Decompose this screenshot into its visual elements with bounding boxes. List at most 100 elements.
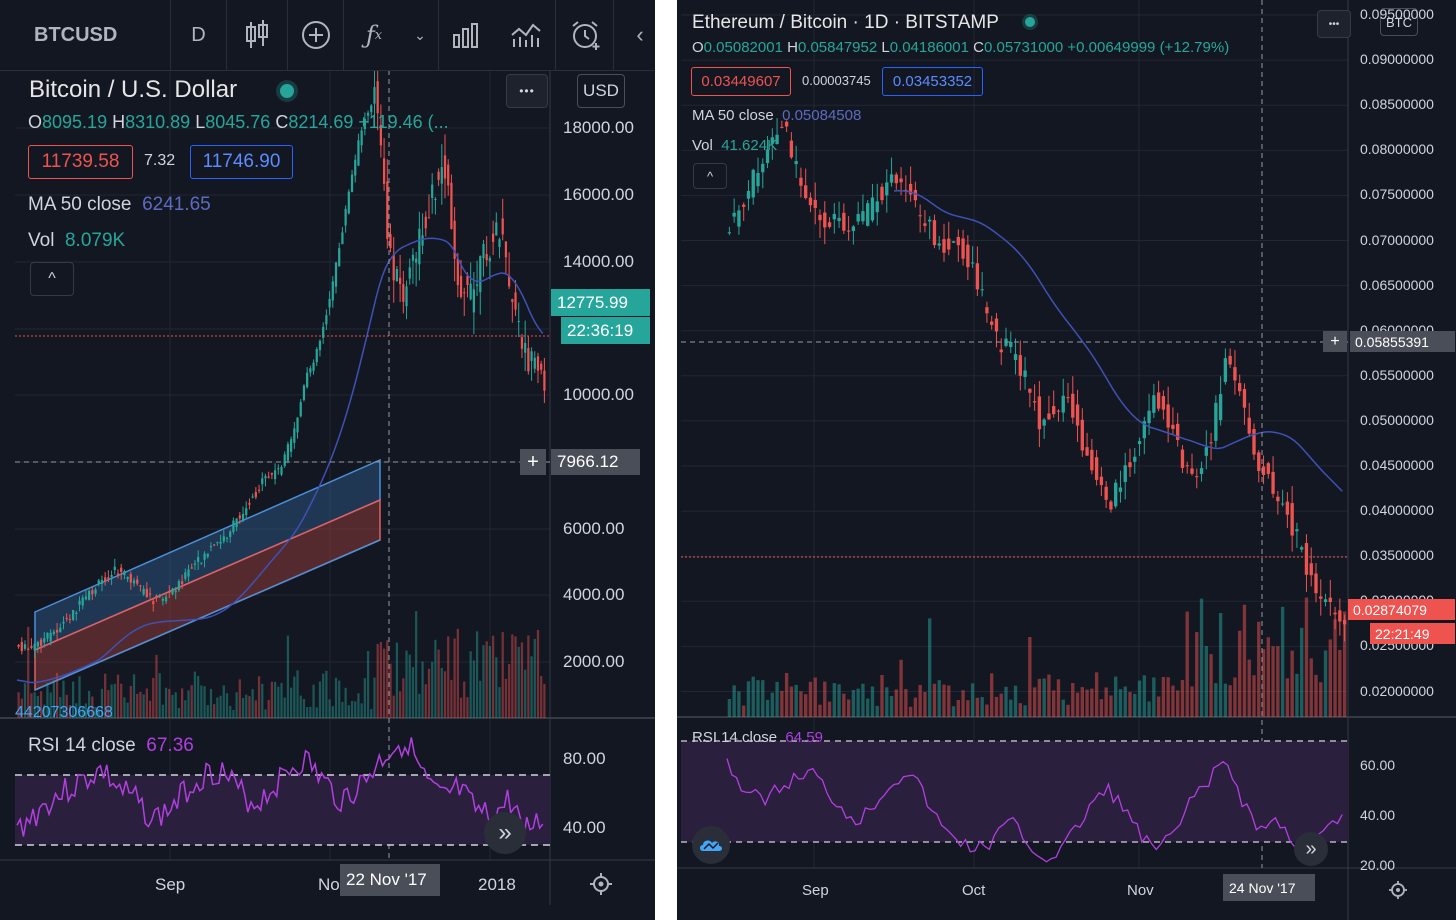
volume-bar xyxy=(1052,690,1056,717)
candle-body xyxy=(376,81,379,114)
volume-bar xyxy=(1080,687,1084,717)
more-options-button[interactable]: ••• xyxy=(506,74,548,108)
candle-body xyxy=(923,223,927,226)
alert-icon[interactable] xyxy=(558,0,613,70)
rsi-axis-label: 60.00 xyxy=(1360,757,1396,773)
volume-bar xyxy=(289,687,293,718)
volume-bar xyxy=(1075,692,1080,717)
crosshair-price-tag: 0.05855391 xyxy=(1350,331,1455,352)
candles-icon[interactable] xyxy=(227,0,287,70)
candle-body xyxy=(970,262,975,264)
candle-body xyxy=(1238,383,1242,392)
symbol-search-button[interactable]: BTCUSD xyxy=(20,0,184,70)
ma-legend: MA 50 close 6241.65 xyxy=(28,194,211,216)
cloud-logo-icon[interactable] xyxy=(692,826,730,864)
volume-bar xyxy=(1228,685,1232,717)
volume-bar xyxy=(350,700,354,718)
line-style-icon[interactable] xyxy=(500,0,552,70)
volume-bar xyxy=(312,684,315,718)
volume-bar xyxy=(94,706,97,718)
volume-bar xyxy=(846,699,851,717)
candle-body xyxy=(289,439,293,452)
currency-button[interactable]: BTC xyxy=(1380,8,1418,36)
ma-value: 6241.65 xyxy=(142,194,211,215)
candle-body xyxy=(1085,447,1089,456)
volume-bar xyxy=(49,692,52,718)
bid-button[interactable]: 0.03449607 xyxy=(691,67,791,96)
ask-button[interactable]: 0.03453352 xyxy=(882,67,983,96)
volume-bar xyxy=(443,671,447,718)
price-axis-label: 0.02000000 xyxy=(1360,682,1434,699)
scroll-to-realtime-button[interactable]: » xyxy=(1294,832,1328,866)
btcusd-chart-canvas[interactable] xyxy=(0,0,655,920)
collapse-legend-button[interactable]: ^ xyxy=(693,163,727,189)
candle-body xyxy=(527,348,530,372)
candle-body xyxy=(1094,457,1099,480)
candle-body xyxy=(52,631,55,635)
gear-icon[interactable] xyxy=(589,872,613,896)
volume-bar xyxy=(354,701,357,718)
volume-bar xyxy=(386,640,389,718)
interval-button[interactable]: D xyxy=(171,0,226,70)
volume-bar xyxy=(344,687,347,718)
change-value: +0.00649999 (+12.79%) xyxy=(1067,39,1230,56)
candle-body xyxy=(823,212,827,228)
volume-bar xyxy=(459,697,463,718)
candle-body xyxy=(737,210,741,227)
volume-bar xyxy=(894,689,898,717)
currency-button[interactable]: USD xyxy=(577,74,625,108)
add-alert-plus-button[interactable]: + xyxy=(520,449,546,475)
price-axis-label: 16000.00 xyxy=(563,185,634,204)
volume-bar xyxy=(30,693,33,718)
candle-body xyxy=(1333,612,1337,615)
candle-body xyxy=(366,112,370,116)
candle-body xyxy=(1257,452,1261,471)
candle-body xyxy=(459,275,463,297)
volume-bar xyxy=(756,680,760,717)
collapse-icon[interactable]: ‹ xyxy=(636,22,644,47)
bid-button[interactable]: 11739.58 xyxy=(28,145,133,179)
vol-legend: Vol 41.624K xyxy=(692,137,777,154)
spread-value: 0.00003745 xyxy=(802,73,871,88)
time-axis-label: Sep xyxy=(802,882,829,899)
candle-body xyxy=(267,476,270,478)
volume-bar xyxy=(209,688,213,718)
candle-body xyxy=(1023,370,1027,377)
dropdown-icon[interactable]: ⌄ xyxy=(414,26,426,43)
volume-bar xyxy=(184,700,187,718)
volume-bar xyxy=(216,697,219,718)
candle-body xyxy=(1133,456,1137,462)
volume-bar xyxy=(866,698,870,717)
volume-bar xyxy=(180,688,184,718)
candle-body xyxy=(322,326,325,338)
volume-bar xyxy=(309,706,312,718)
gear-icon[interactable] xyxy=(1388,880,1408,900)
add-alert-plus-button[interactable]: + xyxy=(1323,331,1347,352)
candle-body xyxy=(392,254,395,281)
bar-style-icon[interactable] xyxy=(440,0,492,70)
candle-body xyxy=(402,283,405,302)
candle-body xyxy=(1056,410,1061,412)
candle-body xyxy=(200,562,203,564)
ask-button[interactable]: 11746.90 xyxy=(190,145,293,179)
candle-body xyxy=(889,174,894,183)
volume-bar xyxy=(1056,679,1061,717)
candle-body xyxy=(97,580,100,584)
open-value: 8095.19 xyxy=(42,112,108,132)
candle-body xyxy=(1028,388,1032,393)
ethbtc-chart-canvas[interactable] xyxy=(677,0,1456,920)
scroll-to-realtime-button[interactable]: » xyxy=(484,812,526,854)
add-compare-icon[interactable] xyxy=(288,0,343,70)
volume-bar xyxy=(832,683,836,717)
candle-body xyxy=(1071,393,1075,418)
candle-body xyxy=(264,476,267,479)
volume-bar xyxy=(908,706,913,717)
volume-bar xyxy=(104,673,107,718)
volume-bar xyxy=(536,629,540,718)
double-chevron-right-icon: » xyxy=(498,819,512,846)
volume-bar xyxy=(261,683,264,718)
time-axis-label: Oct xyxy=(962,882,986,899)
collapse-legend-button[interactable]: ^ xyxy=(30,262,74,296)
more-options-button[interactable]: ••• xyxy=(1317,10,1351,38)
